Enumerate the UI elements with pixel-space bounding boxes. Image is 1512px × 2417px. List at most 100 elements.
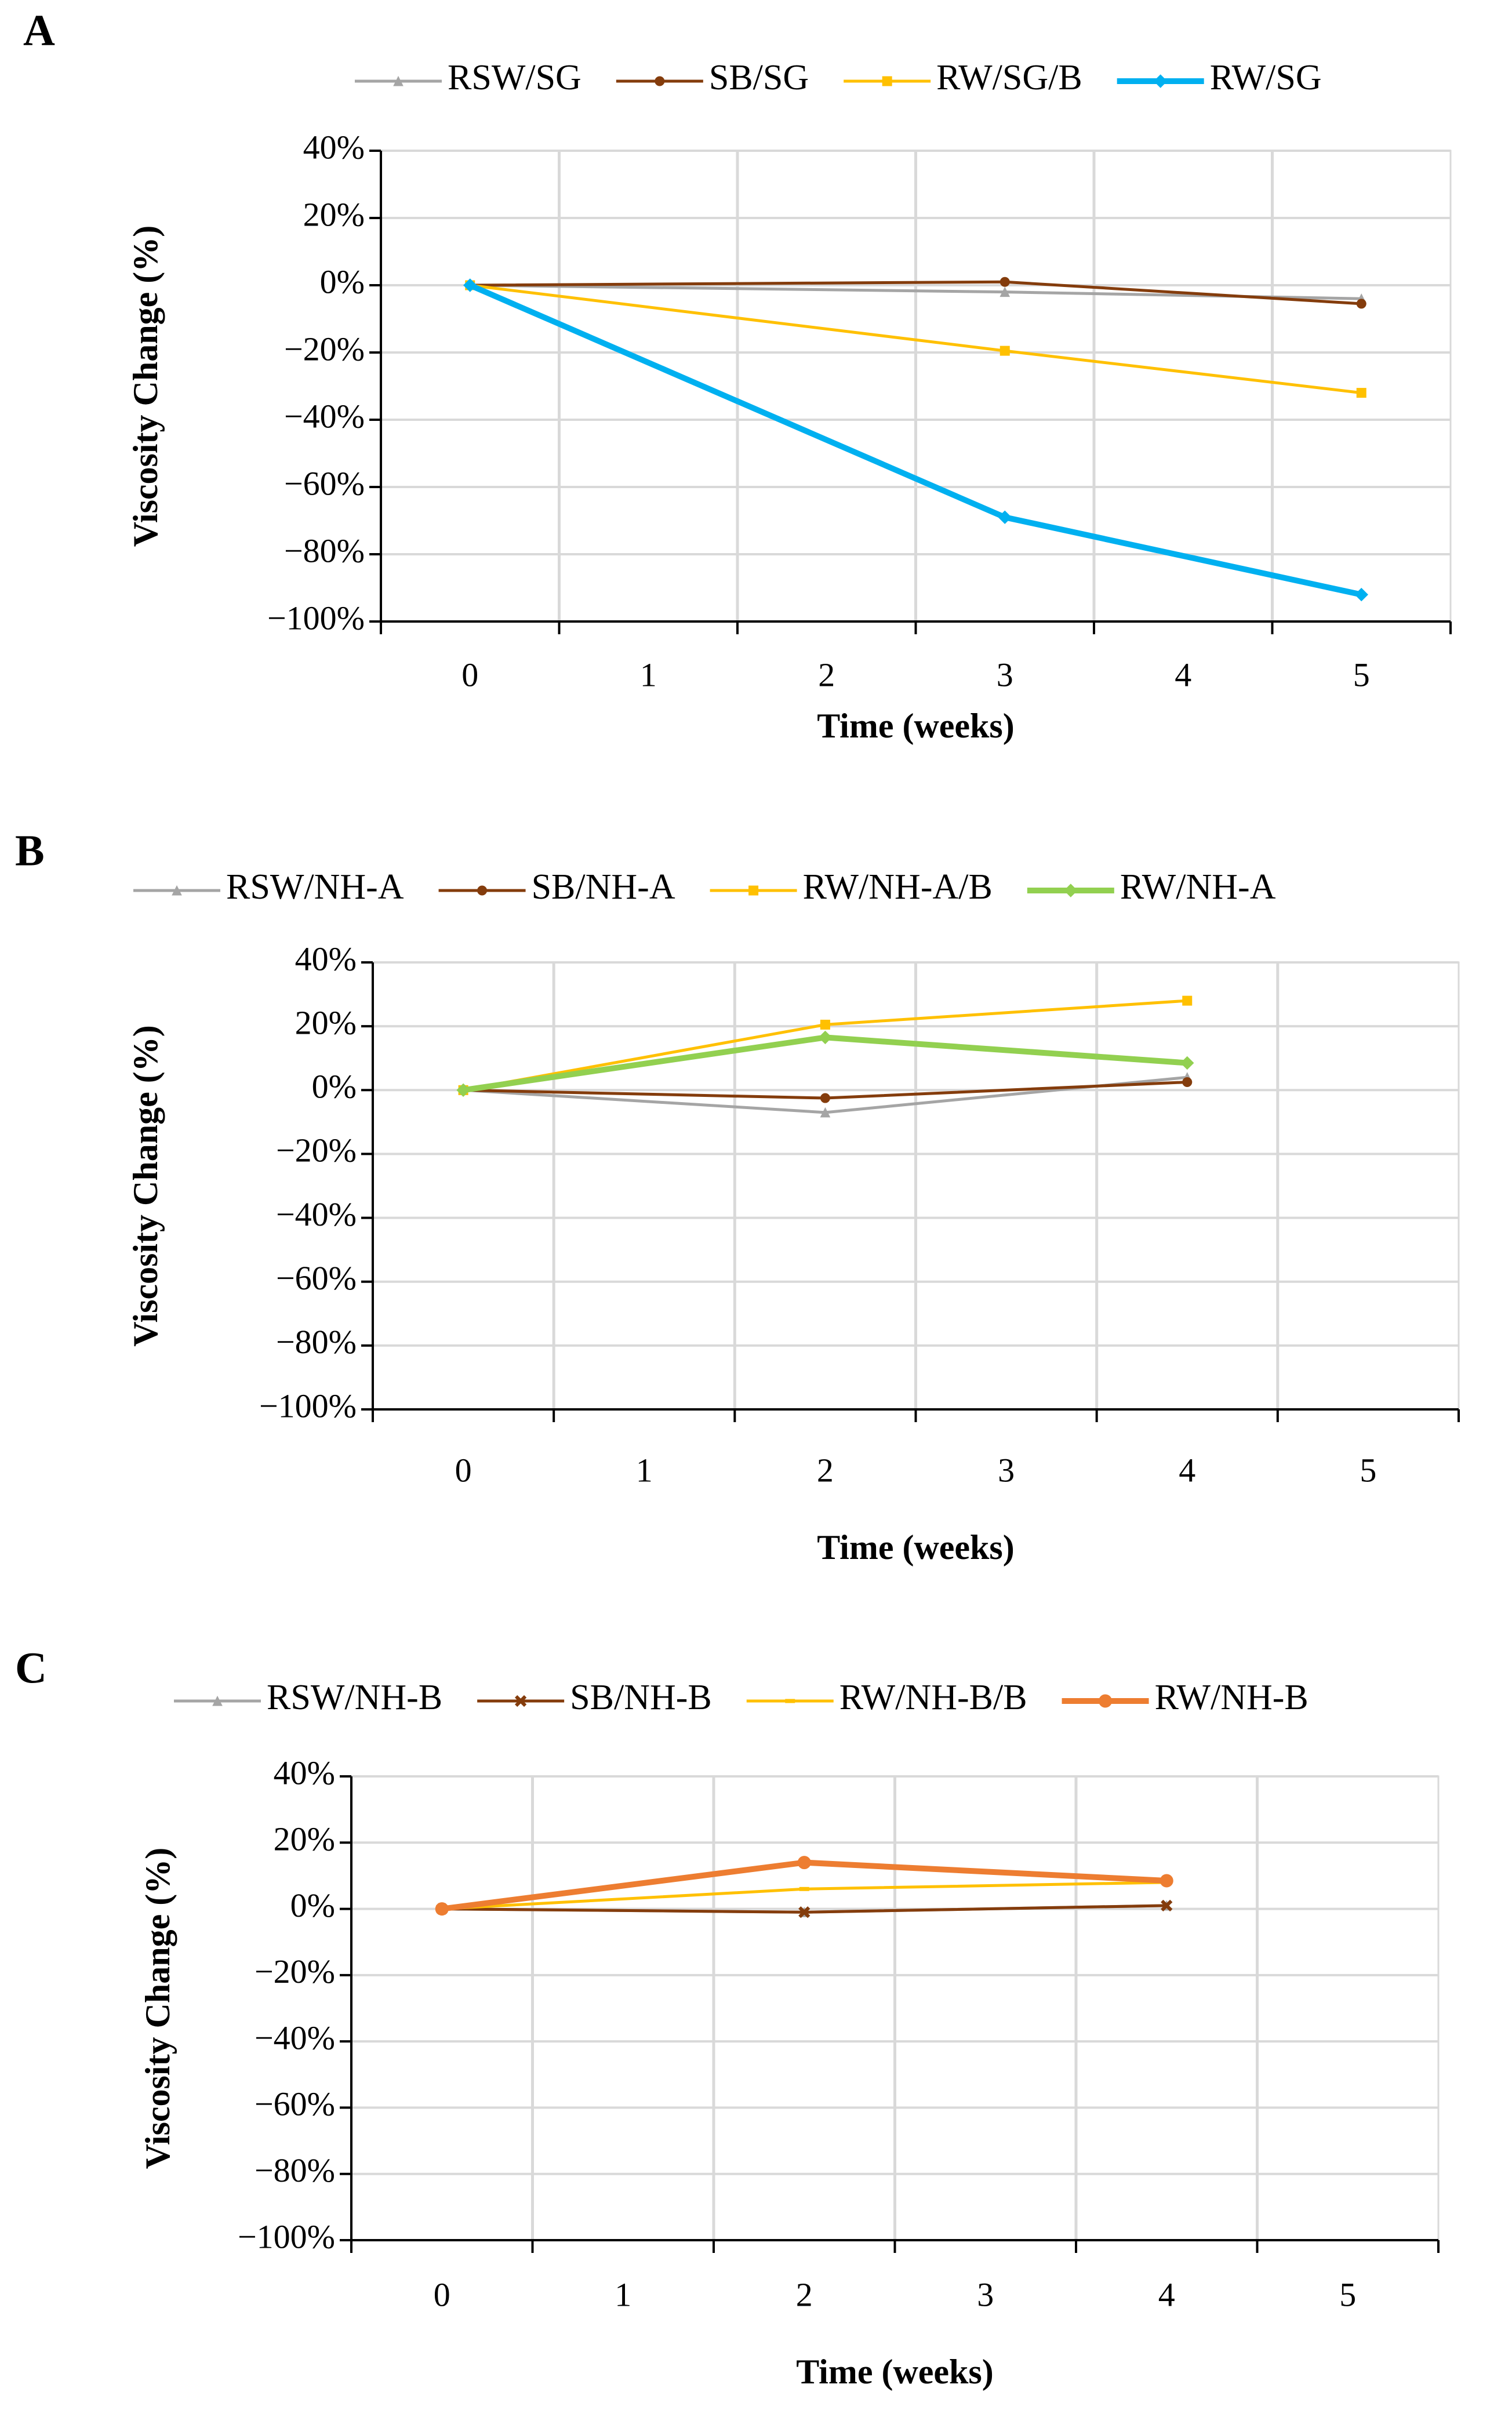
- point: [820, 1093, 830, 1103]
- legend-marker: [212, 1695, 223, 1706]
- panel-label: C: [15, 1644, 47, 1692]
- legend-marker: [515, 1695, 527, 1707]
- chart-panel: A −100% −80% −60% −40% −20% 0% 20% 40% 0 1 2 3 4 5 Time…: [23, 6, 1452, 745]
- x-tick-label: 0: [455, 1451, 472, 1489]
- legend-marker: [655, 76, 665, 86]
- y-tick-label: −20%: [255, 1953, 335, 1990]
- legend-marker: [1099, 1694, 1113, 1708]
- chart-panel: B −100% −80% −60% −40% −20% 0% 20% 40% 0 1 2 3 4 5 Time…: [15, 826, 1460, 1566]
- panel-label: A: [23, 6, 55, 54]
- legend-marker: [393, 75, 404, 86]
- y-tick-label: −60%: [276, 1259, 357, 1297]
- x-tick-label: 3: [997, 656, 1013, 693]
- legend-label: RSW/NH-A: [226, 867, 404, 907]
- x-tick-label: 0: [461, 656, 478, 693]
- point: [456, 1083, 470, 1097]
- x-tick-label: 4: [1175, 656, 1191, 693]
- x-tick-label: 1: [615, 2276, 631, 2313]
- y-tick-label: −80%: [255, 2151, 335, 2189]
- point: [820, 1107, 831, 1118]
- y-tick-label: −100%: [238, 2218, 335, 2255]
- point: [999, 346, 1010, 356]
- y-tick-label: −40%: [276, 1195, 357, 1233]
- x-tick-label: 1: [636, 1451, 653, 1489]
- chart-panel: C −100% −80% −60% −40% −20% 0% 20% 40% 0 1 2 3 4 5 Time…: [15, 1644, 1440, 2391]
- legend-marker: [785, 1699, 795, 1703]
- y-tick-label: −80%: [284, 532, 365, 569]
- y-axis-title: Viscosity Change (%): [139, 1848, 177, 2169]
- point: [1161, 1899, 1173, 1911]
- legend-marker: [172, 885, 182, 896]
- point: [1180, 1056, 1194, 1070]
- point: [1356, 299, 1366, 309]
- point: [820, 1019, 830, 1030]
- y-tick-label: −40%: [255, 2019, 335, 2056]
- y-tick-label: 40%: [274, 1754, 335, 1791]
- x-tick-label: 5: [1360, 1451, 1376, 1489]
- legend-marker: [477, 885, 488, 896]
- legend-label: SB/NH-B: [570, 1678, 712, 1717]
- x-tick-label: 2: [796, 2276, 813, 2313]
- y-tick-label: −40%: [284, 397, 365, 435]
- y-tick-label: 0%: [320, 263, 365, 300]
- point: [1160, 1874, 1173, 1888]
- x-tick-label: 4: [1158, 2276, 1175, 2313]
- point: [463, 278, 477, 292]
- y-tick-label: −60%: [255, 2085, 335, 2123]
- x-tick-label: 2: [818, 656, 835, 693]
- x-tick-label: 1: [640, 656, 657, 693]
- x-tick-label: 3: [977, 2276, 994, 2313]
- legend-label: RSW/NH-B: [267, 1678, 442, 1717]
- point: [1354, 587, 1368, 602]
- y-tick-label: 20%: [303, 195, 365, 233]
- legend-marker: [1153, 74, 1168, 88]
- panel-label: B: [15, 826, 45, 875]
- legend-marker: [882, 76, 892, 86]
- x-tick-label: 5: [1353, 656, 1370, 693]
- y-axis-title: Viscosity Change (%): [126, 226, 165, 547]
- x-tick-label: 5: [1339, 2276, 1356, 2313]
- point: [435, 1902, 449, 1916]
- legend-label: SB/SG: [709, 58, 809, 97]
- point: [1356, 388, 1366, 398]
- legend-label: RSW/SG: [448, 58, 581, 97]
- point: [998, 510, 1012, 524]
- legend-label: RW/SG: [1210, 58, 1322, 97]
- y-tick-label: −100%: [259, 1387, 357, 1424]
- y-axis-title: Viscosity Change (%): [126, 1025, 165, 1346]
- point: [1182, 1077, 1193, 1088]
- point: [797, 1856, 811, 1870]
- y-tick-label: 20%: [295, 1004, 357, 1041]
- y-tick-label: −20%: [284, 330, 365, 368]
- legend-label: RW/SG/B: [936, 58, 1082, 97]
- point: [999, 286, 1011, 297]
- legend-label: RW/NH-A/B: [803, 867, 993, 907]
- x-tick-label: 4: [1179, 1451, 1195, 1489]
- legend-label: RW/NH-B/B: [839, 1678, 1027, 1717]
- y-tick-label: 20%: [274, 1820, 335, 1858]
- x-tick-label: 3: [998, 1451, 1015, 1489]
- x-axis-title: Time (weeks): [796, 2353, 994, 2391]
- y-tick-label: −20%: [276, 1132, 357, 1169]
- point: [798, 1906, 810, 1918]
- y-tick-label: 0%: [312, 1068, 357, 1106]
- y-tick-label: 40%: [295, 940, 357, 977]
- y-tick-label: −80%: [276, 1323, 357, 1361]
- point: [818, 1030, 833, 1045]
- legend-label: SB/NH-A: [532, 867, 675, 907]
- legend-marker: [748, 885, 759, 896]
- point: [999, 277, 1010, 287]
- point: [799, 1887, 809, 1891]
- y-tick-label: 40%: [303, 128, 365, 166]
- x-tick-label: 2: [817, 1451, 834, 1489]
- y-tick-label: 0%: [290, 1887, 335, 1924]
- y-tick-label: −60%: [284, 464, 365, 502]
- y-tick-label: −100%: [267, 599, 365, 637]
- x-axis-title: Time (weeks): [817, 1528, 1015, 1566]
- legend-label: RW/NH-B: [1155, 1678, 1309, 1717]
- legend-marker: [1064, 884, 1078, 897]
- x-tick-label: 0: [434, 2276, 450, 2313]
- x-axis-title: Time (weeks): [817, 707, 1015, 745]
- point: [1182, 995, 1193, 1006]
